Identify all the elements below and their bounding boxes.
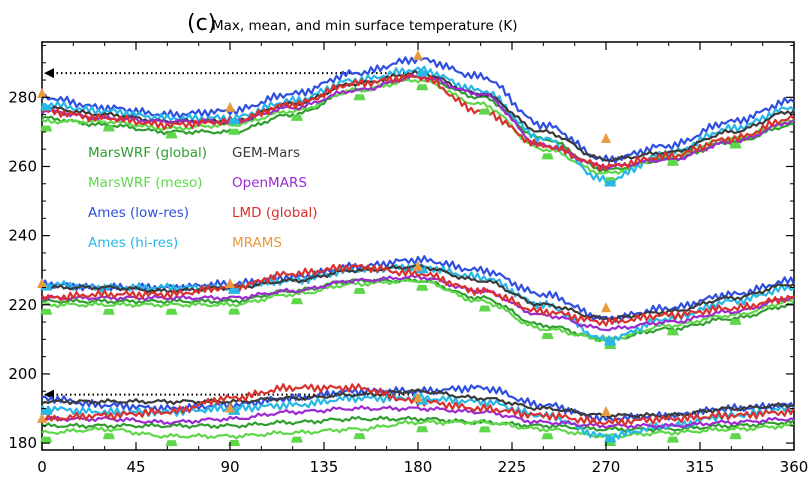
y-tick-label: 260 [8,157,37,175]
series-line-min [41,415,795,433]
legend-item: Ames (low-res) [88,205,189,221]
legend-item: GEM-Mars [232,145,300,161]
series-marker [165,440,178,447]
x-tick-label: 225 [498,458,527,476]
series-marker [353,94,366,101]
legend: MarsWRF (global) GEM-Mars MarsWRF (meso) Op… [88,145,318,251]
series-line-mean [41,263,795,327]
series-marker [40,308,53,315]
series-marker [478,305,491,312]
series-marker [290,436,303,443]
mrams-marker [37,87,47,98]
chart-title: Max, mean, and min surface temperature (… [212,18,518,34]
mrams-marker [601,405,611,416]
series-marker [541,153,554,160]
mrams-marker [413,49,423,60]
series-marker [666,436,679,443]
y-tick-label: 180 [8,434,37,452]
series-marker [353,287,366,294]
y-tick-label: 200 [8,365,37,383]
y-tick-label: 240 [8,227,37,245]
series-marker [666,159,679,166]
series-marker [604,180,617,187]
series-marker [478,108,491,115]
series-marker [729,318,742,325]
y-tick-label: 220 [8,296,37,314]
series-marker [228,308,241,315]
series-line-mean [41,277,795,343]
series-line-min [41,419,795,440]
series-marker [604,339,617,346]
series-marker [228,440,241,447]
series-marker [729,142,742,149]
legend-item: OpenMARS [232,175,307,191]
mrams-marker [601,132,611,143]
mrams-marker [413,260,423,271]
series-marker [416,426,429,433]
series-marker [102,433,115,440]
x-tick-label: 45 [126,458,145,476]
mrams-marker [225,278,235,289]
x-tick-label: 0 [37,458,47,476]
series-marker [228,287,241,294]
x-tick-label: 315 [686,458,715,476]
series-marker [165,308,178,315]
legend-item: MRAMS [232,235,282,251]
series-marker [666,329,679,336]
series-marker [165,132,178,139]
x-tick-label: 90 [220,458,239,476]
mrams-marker [37,412,47,423]
x-tick-label: 360 [780,458,809,476]
series-line-max [41,65,795,184]
series-marker [290,114,303,121]
series-marker [290,298,303,305]
mrams-marker [601,302,611,313]
legend-item: MarsWRF (global) [88,145,207,161]
series-marker [729,433,742,440]
mrams-marker [37,278,47,289]
markers-group [37,49,742,447]
x-tick-label: 270 [592,458,621,476]
series-marker [40,104,53,111]
series-marker [541,433,554,440]
series-marker [228,128,241,135]
series-marker [416,70,429,77]
reference-arrowhead [44,68,54,79]
series-marker [228,118,241,125]
series-marker [416,284,429,291]
series-marker [40,409,53,416]
series-marker [416,84,429,91]
legend-item: Ames (hi-res) [88,235,178,251]
series-marker [40,125,53,132]
series-marker [102,125,115,132]
series-line-min [41,388,794,419]
y-tick-label: 280 [8,88,37,106]
series-marker [353,433,366,440]
legend-item: MarsWRF (meso) [88,175,203,191]
x-tick-label: 180 [404,458,433,476]
panel-label: (c) [187,11,216,36]
x-axis: 0 45 90 135 180 225 270 315 360 [37,42,808,476]
legend-item: LMD (global) [232,205,318,221]
mrams-marker [225,101,235,112]
series-marker [40,436,53,443]
mrams-marker [413,392,423,403]
series-marker [478,426,491,433]
series-marker [541,333,554,340]
series-marker [604,436,617,443]
series-marker [102,308,115,315]
series-line-min [41,383,795,427]
series-line-min [41,405,795,429]
y-axis: 180 200 220 240 260 280 [8,44,794,452]
x-tick-label: 135 [310,458,339,476]
mrams-marker [225,402,235,413]
